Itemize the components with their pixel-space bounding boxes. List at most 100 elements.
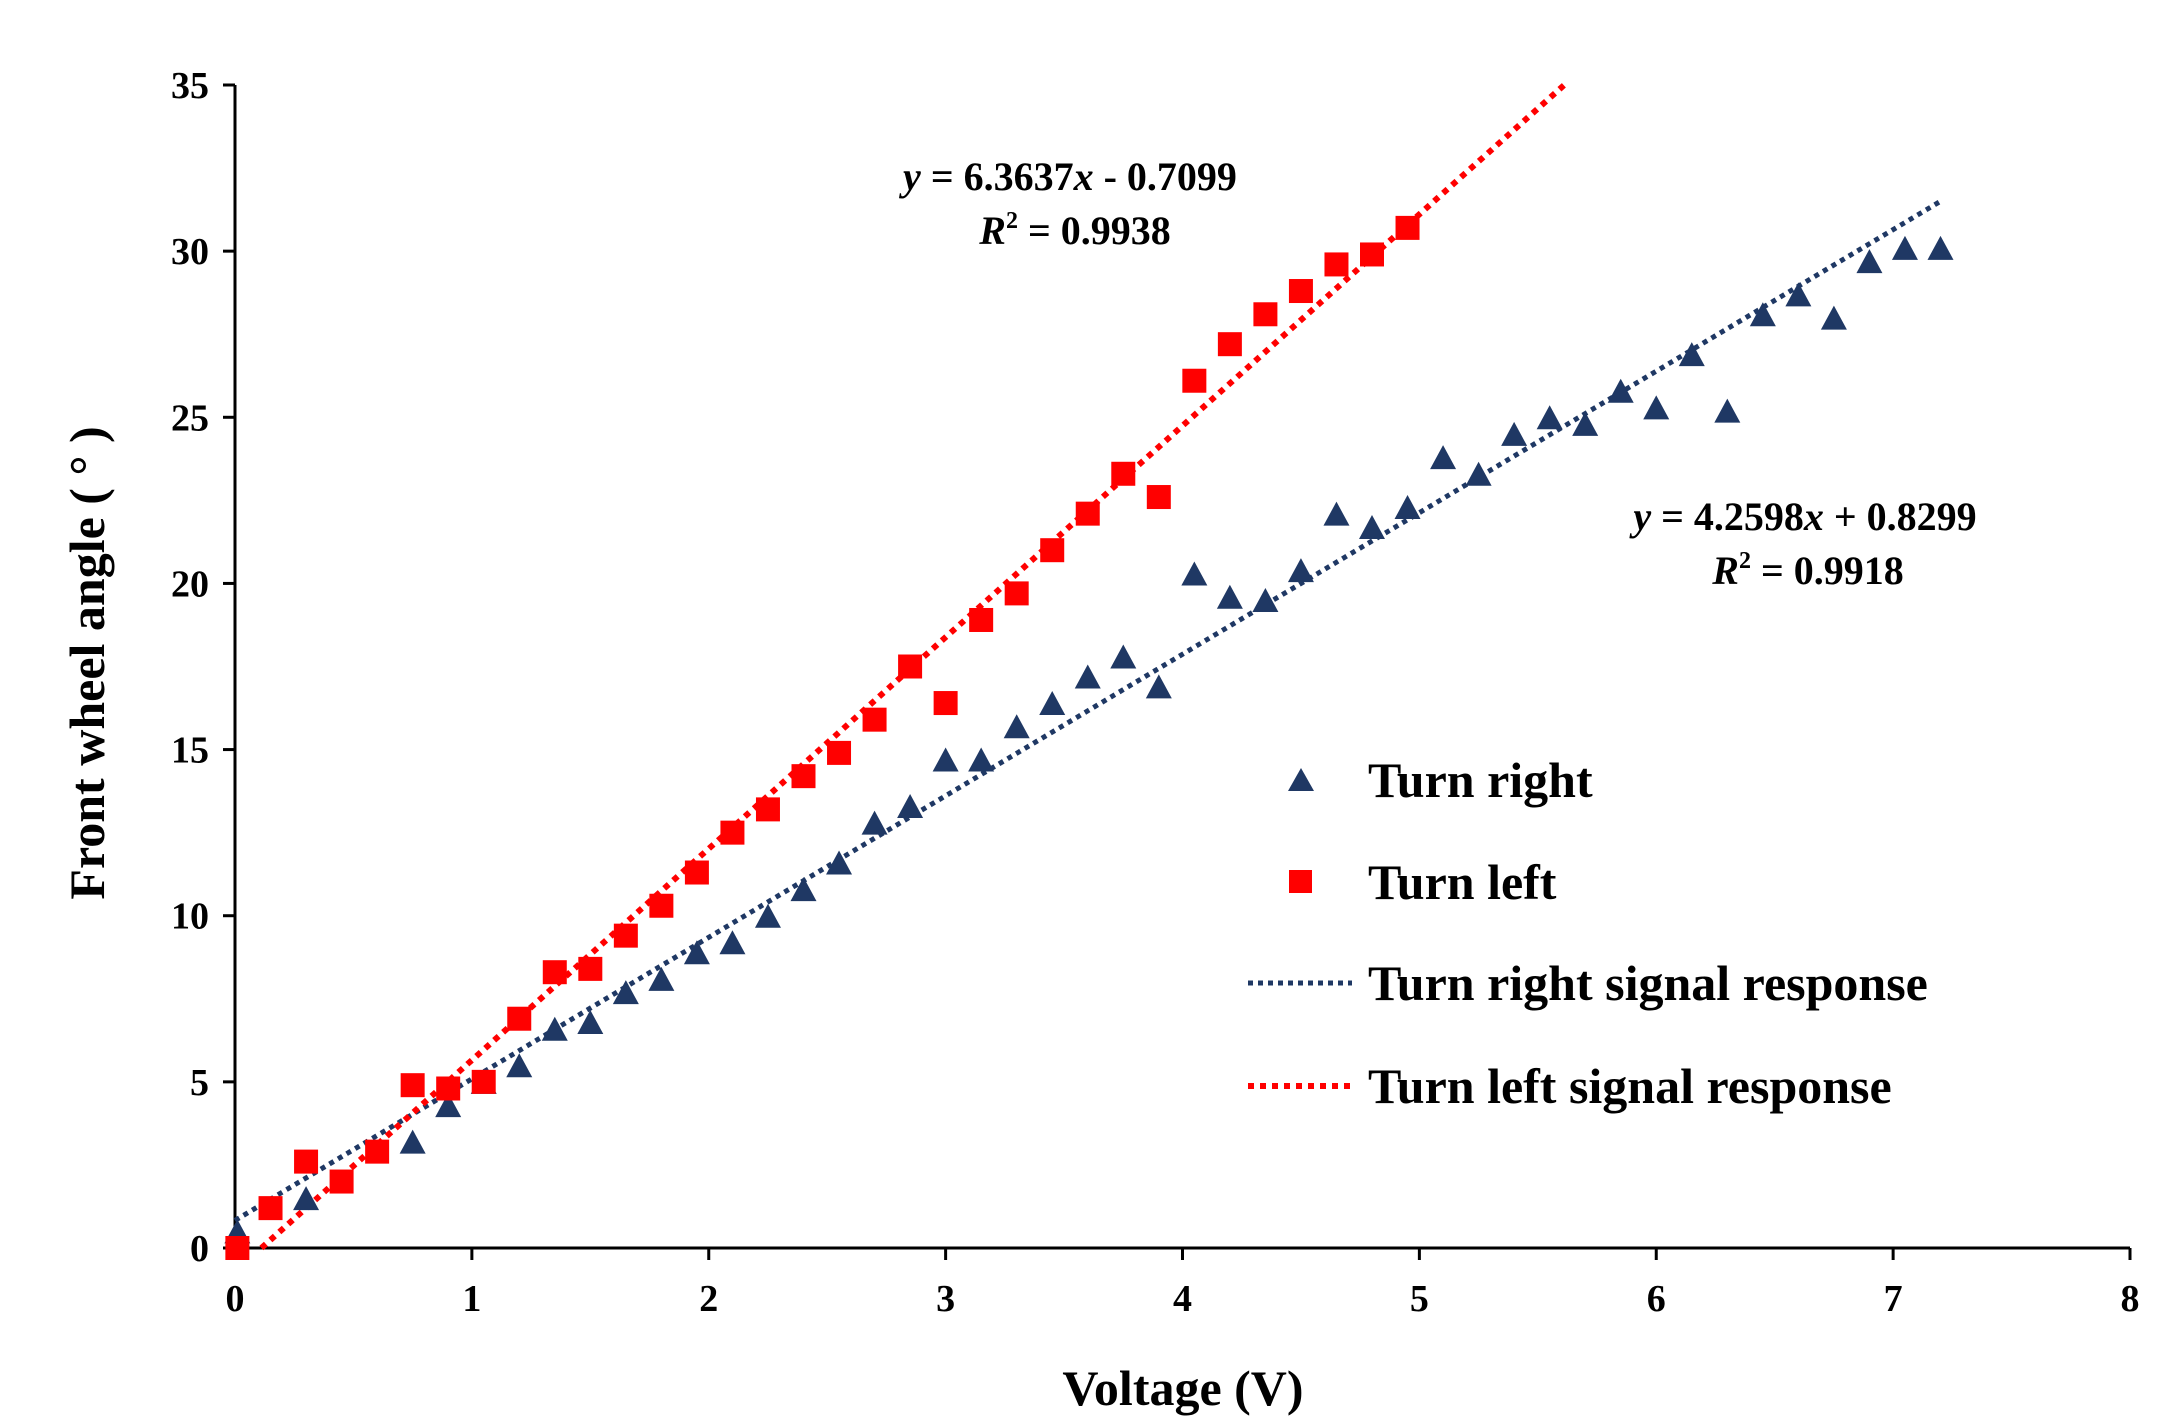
turn-right-point — [1714, 398, 1741, 423]
turn-left-point — [294, 1149, 319, 1174]
turn-left-point — [1182, 368, 1207, 393]
turn-right-point — [1927, 235, 1954, 260]
turn-left-point — [613, 923, 638, 948]
turn-right-point — [506, 1053, 533, 1078]
turn-left-point — [791, 764, 816, 789]
turn-right-point — [1181, 561, 1208, 586]
x-tick-label: 3 — [936, 1278, 955, 1320]
left-equation: y = 6.3637x - 0.7099 R2 = 0.9938 — [899, 154, 1237, 253]
y-tick-label: 20 — [171, 563, 209, 605]
turn-right-point — [1501, 421, 1528, 446]
svg-text:R2 = 0.9918: R2 = 0.9918 — [1711, 548, 1903, 593]
turn-left-point — [436, 1076, 461, 1101]
trendline-turn-left — [259, 83, 1566, 1251]
svg-text:R2 = 0.9938: R2 = 0.9938 — [978, 208, 1170, 253]
turn-left-point — [471, 1069, 496, 1094]
turn-left-point — [225, 1236, 250, 1260]
turn-right-point — [1252, 588, 1279, 613]
turn-left-point — [400, 1073, 425, 1098]
x-tick-label: 6 — [1647, 1278, 1666, 1320]
turn-right-point — [1216, 584, 1243, 609]
turn-right-point — [1785, 282, 1812, 307]
turn-left-point — [969, 607, 994, 632]
turn-right-point — [541, 1016, 568, 1041]
turn-left-point — [1111, 461, 1136, 486]
turn-right-point — [612, 980, 639, 1005]
right-equation: y = 4.2598x + 0.8299 R2 = 0.9918 — [1629, 494, 1976, 593]
turn-left-point — [1360, 242, 1384, 267]
turn-right-point — [1856, 249, 1883, 274]
turn-right-point — [1678, 342, 1705, 367]
turn-right-point — [1430, 445, 1457, 470]
turn-right-point — [683, 940, 710, 965]
turn-right-point — [1465, 461, 1492, 486]
turn-left-point — [1040, 538, 1065, 563]
turn-right-point — [1749, 302, 1776, 327]
trendline-turn-right — [233, 199, 1942, 1223]
svg-text:y = 4.2598x + 0.8299: y = 4.2598x + 0.8299 — [1629, 494, 1976, 539]
turn-right-point — [435, 1093, 462, 1118]
legend-item-turn-left: Turn left — [1289, 854, 1557, 910]
legend-item-turn-right: Turn right — [1288, 752, 1593, 808]
turn-right-point — [826, 850, 853, 875]
x-tick-label: 1 — [462, 1278, 481, 1320]
turn-left-point — [507, 1006, 532, 1031]
turn-right-point — [1820, 305, 1847, 330]
legend-square-marker — [1289, 870, 1312, 893]
turn-left-point — [649, 893, 674, 918]
legend-triangle-marker — [1288, 768, 1314, 791]
turn-left-point — [862, 707, 887, 732]
turn-right-point — [1039, 691, 1066, 716]
turn-right-point — [1572, 411, 1599, 436]
x-tick-label: 7 — [1884, 1278, 1903, 1320]
y-tick-label: 25 — [171, 397, 209, 439]
legend-label-turn-right: Turn right — [1368, 752, 1593, 808]
y-tick-label: 35 — [171, 65, 209, 107]
turn-right-point — [648, 966, 675, 991]
turn-left-point — [755, 797, 780, 822]
x-axis-title: Voltage (V) — [1062, 1360, 1303, 1416]
x-tick-label: 8 — [2121, 1278, 2140, 1320]
y-tick-label: 30 — [171, 231, 209, 273]
turn-left-point — [1075, 501, 1100, 526]
turn-right-point — [1394, 495, 1421, 520]
turn-left-point — [933, 691, 958, 716]
turn-right-point — [1891, 235, 1918, 260]
turn-right-point — [790, 877, 817, 902]
turn-right-point — [1145, 674, 1172, 699]
x-tick-label: 2 — [699, 1278, 718, 1320]
turn-right-point — [932, 747, 959, 772]
x-tick-label: 5 — [1410, 1278, 1429, 1320]
turn-left-point — [542, 960, 567, 985]
turn-right-point — [1536, 405, 1563, 430]
turn-right-point — [1074, 664, 1101, 689]
svg-text:y = 6.3637x - 0.7099: y = 6.3637x - 0.7099 — [899, 154, 1237, 199]
turn-right-point — [293, 1186, 320, 1211]
legend-item-turn-left-signal: Turn left signal response — [1248, 1058, 1892, 1114]
turn-right-point — [577, 1010, 604, 1035]
turn-left-point — [827, 740, 852, 765]
turn-right-point — [1003, 714, 1030, 739]
turn-left-point — [258, 1196, 283, 1221]
turn-left-point — [1004, 581, 1029, 606]
turn-left-point — [329, 1169, 354, 1194]
turn-left-point — [720, 820, 745, 845]
y-tick-label: 0 — [190, 1228, 209, 1270]
turn-right-point — [1110, 644, 1137, 669]
turn-left-point — [1288, 279, 1313, 304]
y-axis-title: Front wheel angle ( ° ) — [59, 426, 115, 899]
turn-right-point — [1607, 378, 1634, 403]
legend: Turn right Turn left Turn right signal r… — [1248, 752, 1928, 1114]
turn-left-point — [1253, 302, 1278, 327]
turn-right-point — [399, 1129, 426, 1154]
turn-right-point — [1643, 395, 1670, 420]
turn-left-point — [1146, 485, 1171, 510]
turn-right-point — [861, 810, 888, 835]
y-tick-label: 10 — [171, 896, 209, 938]
turn-right-point — [1287, 558, 1314, 583]
turn-left-point — [365, 1139, 390, 1164]
x-tick-label: 0 — [226, 1278, 245, 1320]
turn-left-point — [684, 860, 709, 885]
legend-label-turn-left-signal: Turn left signal response — [1368, 1058, 1892, 1114]
